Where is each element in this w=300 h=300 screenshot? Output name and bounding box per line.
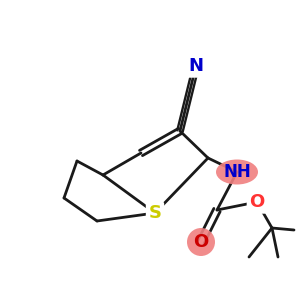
Text: N: N — [188, 57, 203, 75]
Ellipse shape — [216, 160, 258, 184]
Text: S: S — [148, 204, 161, 222]
Text: NH: NH — [223, 163, 251, 181]
Circle shape — [187, 228, 215, 256]
Text: O: O — [249, 193, 265, 211]
Text: O: O — [194, 233, 208, 251]
